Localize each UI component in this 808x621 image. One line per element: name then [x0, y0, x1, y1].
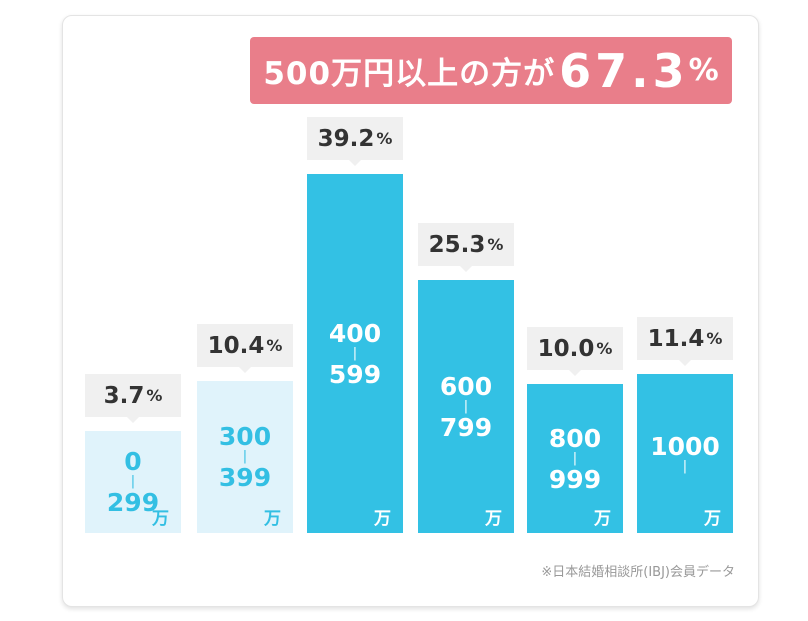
banner-text: 500万円以上の方が [263, 56, 556, 92]
range-start: 300 [218, 422, 272, 451]
range-end: 399 [218, 463, 272, 492]
value-label: 3.7% [85, 374, 181, 423]
bar: 600 | 799 万 [418, 280, 514, 533]
range-separator: | [463, 398, 469, 414]
bar: 300 | 399 万 [197, 381, 293, 533]
bar: 800 | 999 万 [527, 384, 623, 533]
value-text: 3.7 [103, 382, 145, 409]
range-start: 800 [548, 423, 602, 453]
range-start: 0 [124, 447, 142, 476]
range-start: 600 [439, 371, 493, 401]
range-end: 299 [106, 488, 160, 517]
bar: 1000 | 万 [637, 374, 733, 533]
value-label: 39.2% [307, 117, 403, 166]
banner-value: 67.3 [559, 43, 689, 98]
value-text: 25.3 [428, 231, 486, 258]
unit-label: 万 [374, 509, 391, 529]
range-separator: | [130, 474, 136, 489]
source-note: ※日本結婚相談所(IBJ)会員データ [541, 565, 735, 580]
unit-label: 万 [485, 509, 502, 529]
unit-label: 万 [264, 509, 281, 529]
range-separator: | [242, 449, 248, 464]
range-separator: | [352, 345, 358, 361]
value-text: 39.2 [317, 125, 375, 152]
percent-sign: % [596, 339, 613, 358]
range-end: 999 [548, 464, 602, 494]
value-label: 11.4% [637, 317, 733, 366]
value-text: 10.0 [537, 335, 595, 362]
range-start: 400 [328, 318, 382, 348]
percent-sign: % [706, 329, 723, 348]
banner-percent: % [688, 53, 719, 88]
value-text: 11.4 [647, 325, 705, 352]
bar: 0 | 299 万 [85, 431, 181, 533]
bar: 400 | 599 万 [307, 174, 403, 533]
unit-label: 万 [594, 509, 611, 529]
percent-sign: % [487, 235, 504, 254]
range-separator: | [682, 459, 688, 474]
range-separator: | [572, 450, 578, 466]
range-end: 799 [439, 412, 493, 442]
highlight-banner: 500万円以上の方が 67.3 % [250, 37, 732, 104]
percent-sign: % [146, 386, 163, 405]
range-end: 599 [328, 359, 382, 389]
unit-label: 万 [704, 509, 721, 529]
value-text: 10.4 [207, 332, 265, 359]
value-label: 10.0% [527, 327, 623, 376]
unit-label: 万 [152, 509, 169, 529]
percent-sign: % [376, 129, 393, 148]
percent-sign: % [266, 336, 283, 355]
value-label: 25.3% [418, 223, 514, 272]
value-label: 10.4% [197, 324, 293, 373]
range-start: 1000 [650, 432, 720, 461]
